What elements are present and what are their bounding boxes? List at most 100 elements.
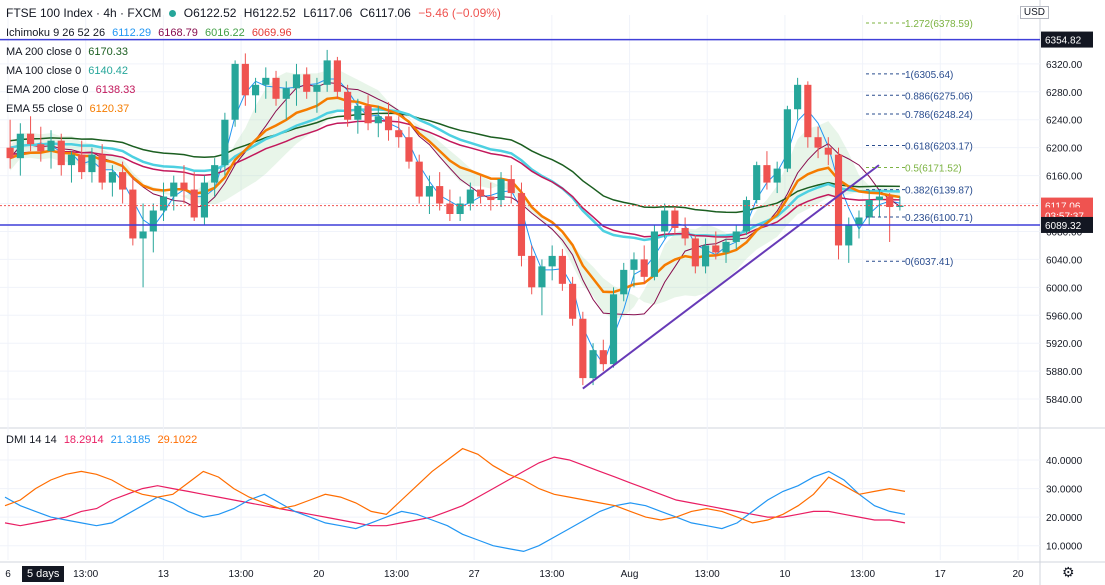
ichimoku-value-4: 6069.96 <box>251 27 292 39</box>
candle-body <box>221 119 229 166</box>
candle-body <box>119 172 127 190</box>
candle-body <box>589 350 597 379</box>
ema200-label: EMA 200 close 0 <box>6 84 89 96</box>
dmi-series-line <box>4 447 906 524</box>
candle-body <box>149 210 157 232</box>
candle-body <box>282 88 290 99</box>
candle-body <box>783 109 791 169</box>
fib-level-label: 0.618(6203.17) <box>905 141 973 152</box>
candle-body <box>354 105 362 120</box>
price-label: 03:57:37 <box>1045 211 1084 222</box>
currency-badge[interactable]: USD <box>1019 6 1049 19</box>
candle-body <box>16 133 24 159</box>
price-label-bg <box>1041 216 1093 233</box>
candle-body <box>211 165 219 183</box>
price-tick-label: 5840.00 <box>1046 395 1083 406</box>
dmi-series-line <box>4 456 906 527</box>
ma200-label: MA 200 close 0 <box>6 46 82 58</box>
price-tick-label: 5880.00 <box>1046 367 1083 378</box>
market-status-icon <box>169 10 177 18</box>
candle-body <box>763 165 771 183</box>
price-tick-label: 6200.00 <box>1046 144 1083 155</box>
ema55-legend[interactable]: EMA 55 close 0 6120.37 <box>6 103 133 115</box>
candle-body <box>333 60 341 92</box>
candle-body <box>78 154 86 173</box>
ma100-legend[interactable]: MA 100 close 0 6140.42 <box>6 65 132 77</box>
trendline <box>582 164 880 390</box>
candle-body <box>661 210 669 232</box>
ma200-value: 6170.33 <box>88 46 129 58</box>
ichimoku-value-1: 6112.29 <box>112 27 152 39</box>
candle-body <box>558 255 566 284</box>
candle-body <box>640 259 648 277</box>
dmi-tick-label: 30.0000 <box>1046 485 1083 496</box>
time-tick-label: 13:00 <box>384 569 409 580</box>
ma200-legend[interactable]: MA 200 close 0 6170.33 <box>6 46 132 58</box>
candle-body <box>681 227 689 239</box>
time-tick-label: 6 <box>5 569 11 580</box>
candle-body <box>834 154 843 246</box>
dmi-value-3: 29.1022 <box>157 434 198 446</box>
candle-body <box>671 210 679 228</box>
dmi-series-line <box>4 470 906 553</box>
candle-body <box>6 147 14 159</box>
ema55-label: EMA 55 close 0 <box>6 103 83 115</box>
candle-body <box>824 147 832 155</box>
change-value: −5.46 (−0.09%) <box>418 6 501 20</box>
candle-body <box>364 105 372 124</box>
time-tick-label: 10 <box>779 569 791 580</box>
candle-body <box>98 154 106 183</box>
candle-body <box>794 84 802 110</box>
ichimoku-label: Ichimoku 9 26 52 26 <box>6 27 106 39</box>
candle-body <box>865 200 873 218</box>
time-tick-label: 20 <box>313 569 325 580</box>
ema200-legend[interactable]: EMA 200 close 0 6138.33 <box>6 84 139 96</box>
dmi-tick-label: 40.0000 <box>1046 456 1083 467</box>
time-tick-label: 13:00 <box>695 569 720 580</box>
fib-level-label: 0.5(6171.52) <box>905 164 962 175</box>
candle-body <box>425 186 434 197</box>
candle-body <box>875 196 884 201</box>
candle-body <box>507 179 515 194</box>
candle-body <box>88 154 96 173</box>
gear-icon[interactable]: ⚙ <box>1062 564 1075 580</box>
time-tick-label: 13:00 <box>73 569 98 580</box>
candle-body <box>313 84 321 92</box>
candle-body <box>241 63 249 96</box>
fib-level-label: 0.886(6275.06) <box>905 91 973 102</box>
ema200-line <box>9 119 900 238</box>
candle-body <box>845 224 853 246</box>
candle-body <box>712 245 720 253</box>
candle-body <box>384 116 393 131</box>
candle-body <box>108 172 116 183</box>
candle-body <box>292 74 301 89</box>
candle-body <box>436 186 444 204</box>
symbol-title[interactable]: FTSE 100 Index · 4h · FXCM <box>6 6 162 20</box>
candle-body <box>476 189 485 197</box>
ichimoku-cloud <box>10 69 900 319</box>
time-tick-label: 13:00 <box>539 569 564 580</box>
dmi-legend[interactable]: DMI 14 14 18.2914 21.3185 29.1022 <box>6 434 201 446</box>
candle-body <box>129 189 137 239</box>
candle-body <box>180 182 188 190</box>
candle-body <box>886 196 894 208</box>
candle-body <box>395 130 403 138</box>
candle-body <box>804 84 812 138</box>
price-tick-label: 6040.00 <box>1046 255 1083 266</box>
price-label-bg <box>1041 31 1093 48</box>
ichimoku-legend[interactable]: Ichimoku 9 26 52 26 6112.29 6168.79 6016… <box>6 27 296 39</box>
ichimoku-value-2: 6168.79 <box>158 27 198 39</box>
candle-body <box>722 241 730 253</box>
candle-body <box>896 205 904 208</box>
price-tick-label: 6320.00 <box>1046 60 1083 71</box>
time-tick-label: Aug <box>621 569 639 580</box>
candle-body <box>323 60 331 85</box>
candle-body <box>609 294 618 365</box>
timeframe-button[interactable]: 5 days <box>22 566 65 582</box>
candle-body <box>272 77 280 99</box>
candle-body <box>26 133 35 145</box>
dmi-value-1: 18.2914 <box>63 434 104 446</box>
price-tick-label: 5960.00 <box>1046 311 1083 322</box>
ema55-line <box>9 96 901 294</box>
